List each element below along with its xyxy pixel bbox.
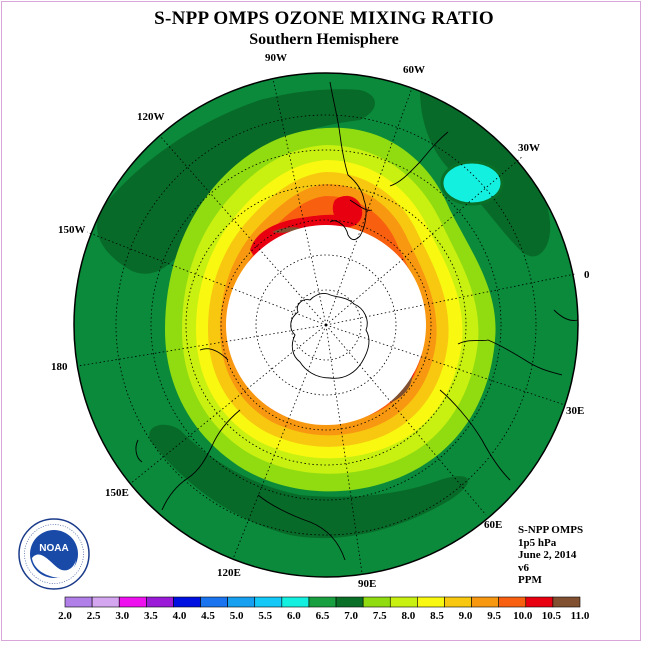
lon-label-30w: 30W	[518, 142, 540, 154]
colorbar-tick-label: 9.0	[459, 610, 473, 622]
colorbar-swatch	[552, 596, 581, 608]
map-subtitle: Southern Hemisphere	[249, 31, 399, 48]
colorbar-tick-label: 3.5	[144, 610, 158, 622]
colorbar-swatch	[417, 596, 445, 608]
noaa-logo: NOAA	[18, 518, 90, 590]
latitude-gridlines	[115, 114, 537, 536]
colorbar-tick-label: 8.0	[401, 610, 415, 622]
colorbar-swatch	[281, 596, 310, 608]
svg-text:NOAA: NOAA	[39, 543, 68, 554]
colorbar-tick-label: 11.0	[571, 610, 590, 622]
colorbar-tick-label: 8.5	[430, 610, 444, 622]
info-units: PPM	[518, 574, 542, 586]
info-level: 1p5 hPa	[518, 536, 557, 549]
colorbar-tick-label: 5.5	[258, 610, 272, 622]
colorbar-swatch	[118, 596, 147, 608]
colorbar-tick-label: 6.5	[316, 610, 330, 622]
colorbar-tick-label: 9.5	[487, 610, 501, 622]
lon-label-0: 0	[584, 269, 590, 281]
colorbar-swatch	[308, 596, 337, 608]
colorbar-swatch	[227, 596, 256, 608]
lon-label-150e: 150E	[105, 487, 129, 499]
lon-label-180: 180	[51, 361, 68, 373]
lon-label-90e: 90E	[358, 578, 376, 590]
colorbar-tick-label: 7.0	[344, 610, 358, 622]
colorbar-swatch	[389, 596, 418, 608]
colorbar-tick-label: 10.5	[542, 610, 562, 622]
colorbar-swatch	[362, 596, 391, 608]
colorbar-swatch	[498, 596, 527, 608]
colorbar-swatch	[146, 596, 174, 608]
colorbar-tick-label: 5.0	[230, 610, 244, 622]
longitude-gridlines	[77, 78, 576, 574]
colorbar-tick-label: 4.0	[173, 610, 187, 622]
info-block: S-NPP OMPS 1p5 hPa June 2, 2014 v6 PPM	[518, 524, 583, 587]
colorbar-swatch	[525, 596, 554, 608]
colorbar-tick-label: 6.0	[287, 610, 301, 622]
ozone-field	[74, 73, 578, 577]
lon-label-90w: 90W	[265, 52, 287, 64]
lon-label-120e: 120E	[217, 567, 241, 579]
map-title: S-NPP OMPS OZONE MIXING RATIO	[154, 8, 494, 29]
lon-label-120w: 120W	[137, 111, 165, 123]
colorbar-tick-label: 4.5	[201, 610, 215, 622]
colorbar-swatch	[173, 596, 201, 608]
lon-label-30e: 30E	[566, 405, 584, 417]
colorbar-tick-label: 7.5	[373, 610, 387, 622]
colorbar-swatch	[471, 596, 499, 608]
colorbar-swatch	[444, 596, 472, 608]
lon-label-60e: 60E	[484, 519, 502, 531]
colorbar-tick-label: 10.0	[513, 610, 533, 622]
colorbar: 2.0 2.5 3.0 3.5 4.0 4.5 5.0 5.5 6.0 6.5 7.0 7.5 8.0 8…	[58, 596, 590, 622]
colorbar-swatch	[64, 596, 93, 608]
colorbar-swatch	[254, 596, 283, 608]
figure-frame	[1, 1, 641, 641]
colorbar-swatch	[91, 596, 120, 608]
lon-label-60w: 60W	[403, 64, 425, 76]
lon-label-150w: 150W	[58, 224, 86, 236]
colorbar-tick-label: 3.0	[115, 610, 129, 622]
info-date: June 2, 2014	[518, 549, 577, 561]
colorbar-swatch	[200, 596, 228, 608]
map-boundary	[73, 72, 579, 578]
colorbar-tick-label: 2.5	[87, 610, 101, 622]
colorbar-tick-label: 2.0	[58, 610, 72, 622]
colorbar-swatch	[335, 596, 364, 608]
info-instrument: S-NPP OMPS	[518, 524, 584, 536]
coastlines	[135, 81, 579, 561]
info-version: v6	[518, 561, 529, 574]
